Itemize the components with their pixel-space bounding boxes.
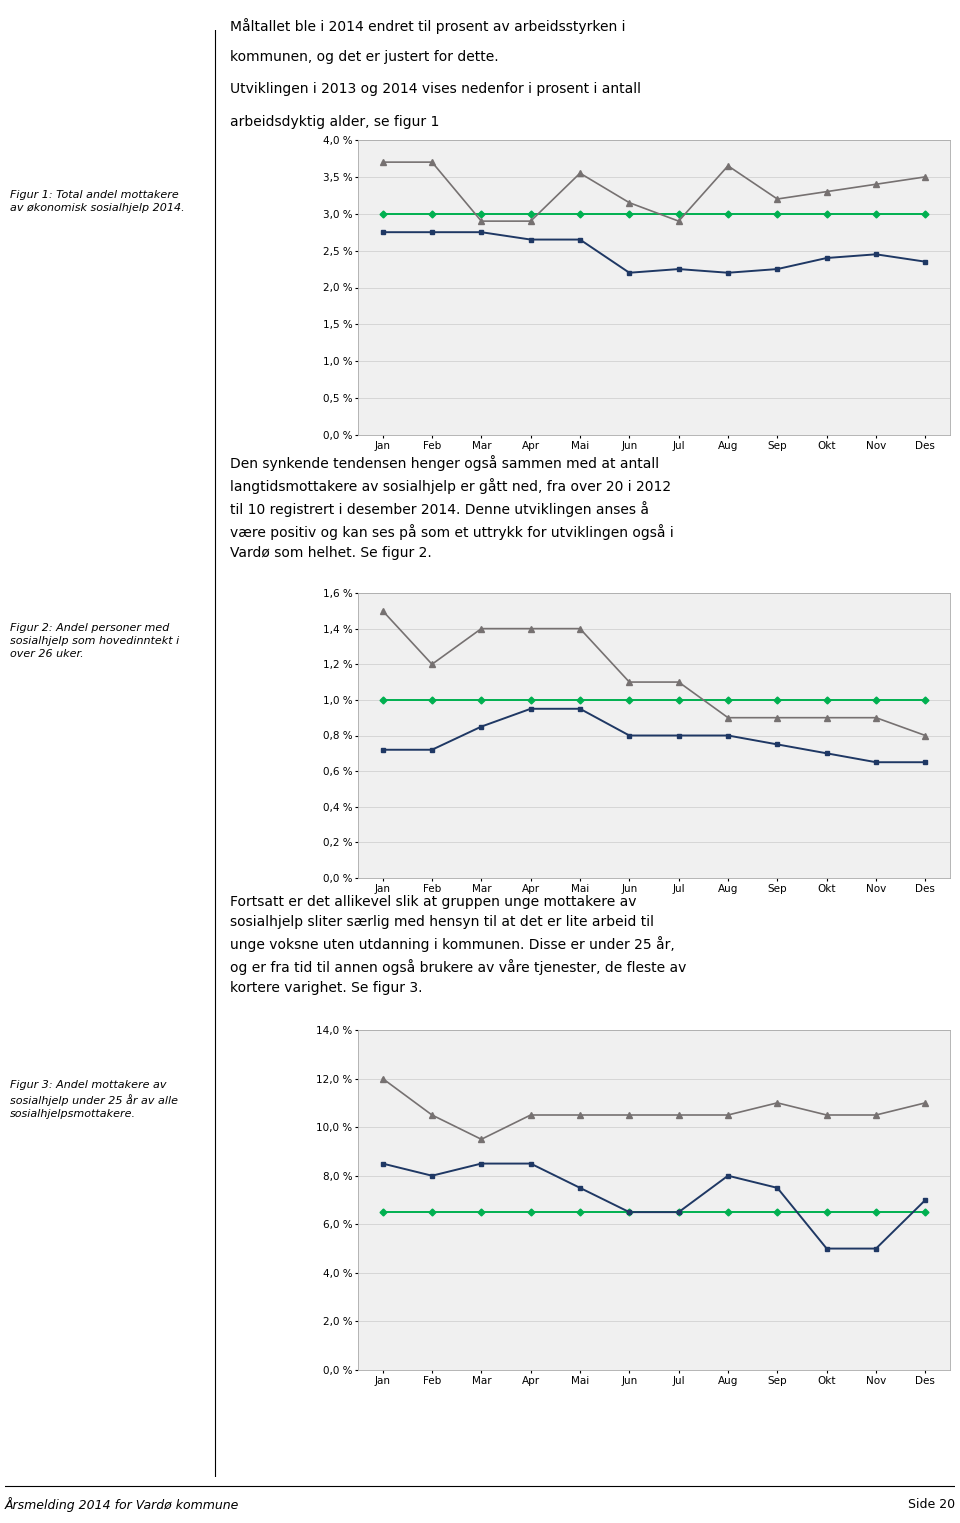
- Text: Side 20: Side 20: [908, 1499, 955, 1511]
- Text: Figur 2: Andel personer med
sosialhjelp som hovedinntekt i
over 26 uker.: Figur 2: Andel personer med sosialhjelp …: [10, 623, 180, 659]
- Text: Årsmelding 2014 for Vardø kommune: Årsmelding 2014 for Vardø kommune: [5, 1497, 239, 1512]
- Text: Fortsatt er det allikevel slik at gruppen unge mottakere av
sosialhjelp sliter s: Fortsatt er det allikevel slik at gruppe…: [230, 896, 686, 995]
- Text: Figur 1: Total andel mottakere
av økonomisk sosialhjelp 2014.: Figur 1: Total andel mottakere av økonom…: [10, 190, 184, 213]
- Text: kommunen, og det er justert for dette.: kommunen, og det er justert for dette.: [230, 50, 498, 64]
- Text: Figur 3: Andel mottakere av
sosialhjelp under 25 år av alle
sosialhjelpsmottaker: Figur 3: Andel mottakere av sosialhjelp …: [10, 1080, 178, 1119]
- Text: Utviklingen i 2013 og 2014 vises nedenfor i prosent i antall: Utviklingen i 2013 og 2014 vises nedenfo…: [230, 82, 641, 96]
- Text: Den synkende tendensen henger også sammen med at antall
langtidsmottakere av sos: Den synkende tendensen henger også samme…: [230, 455, 674, 560]
- Text: Måltallet ble i 2014 endret til prosent av arbeidsstyrken i: Måltallet ble i 2014 endret til prosent …: [230, 18, 626, 34]
- Text: arbeidsdyktig alder, se figur 1: arbeidsdyktig alder, se figur 1: [230, 114, 440, 128]
